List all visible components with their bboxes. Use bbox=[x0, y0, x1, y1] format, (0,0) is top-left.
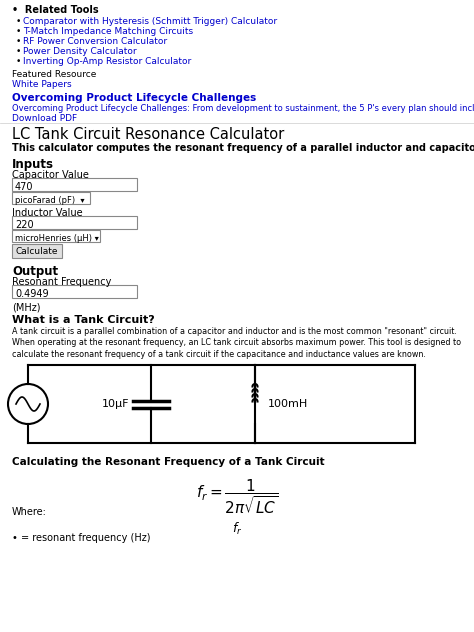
Text: Overcoming Product Lifecycle Challenges: Overcoming Product Lifecycle Challenges bbox=[12, 93, 256, 103]
Text: Capacitor Value: Capacitor Value bbox=[12, 170, 89, 180]
Text: picoFarad (pF)  ▾: picoFarad (pF) ▾ bbox=[15, 196, 85, 205]
Text: Overcoming Product Lifecycle Challenges: From development to sustainment, the 5 : Overcoming Product Lifecycle Challenges:… bbox=[12, 104, 474, 113]
Text: 220: 220 bbox=[15, 220, 34, 230]
Text: Inputs: Inputs bbox=[12, 158, 54, 171]
Text: LC Tank Circuit Resonance Calculator: LC Tank Circuit Resonance Calculator bbox=[12, 127, 284, 142]
FancyBboxPatch shape bbox=[12, 230, 100, 242]
Text: (MHz): (MHz) bbox=[12, 302, 40, 312]
FancyBboxPatch shape bbox=[12, 192, 90, 204]
Text: Output: Output bbox=[12, 265, 58, 278]
Text: •: • bbox=[16, 37, 21, 46]
FancyBboxPatch shape bbox=[12, 244, 62, 258]
Text: What is a Tank Circuit?: What is a Tank Circuit? bbox=[12, 315, 155, 325]
Text: 0.4949: 0.4949 bbox=[15, 289, 49, 299]
Text: •: • bbox=[16, 17, 21, 26]
Text: Inductor Value: Inductor Value bbox=[12, 208, 82, 218]
Text: This calculator computes the resonant frequency of a parallel inductor and capac: This calculator computes the resonant fr… bbox=[12, 143, 474, 153]
Text: Inverting Op-Amp Resistor Calculator: Inverting Op-Amp Resistor Calculator bbox=[23, 57, 191, 66]
Text: White Papers: White Papers bbox=[12, 80, 72, 89]
Text: Resonant Frequency: Resonant Frequency bbox=[12, 277, 111, 287]
FancyBboxPatch shape bbox=[12, 285, 137, 298]
Text: 10µF: 10µF bbox=[101, 399, 129, 409]
FancyBboxPatch shape bbox=[12, 178, 137, 191]
Text: Comparator with Hysteresis (Schmitt Trigger) Calculator: Comparator with Hysteresis (Schmitt Trig… bbox=[23, 17, 277, 26]
Text: $f_r$: $f_r$ bbox=[232, 521, 242, 537]
Text: •: • bbox=[16, 47, 21, 56]
Text: 470: 470 bbox=[15, 182, 34, 192]
Text: Power Density Calculator: Power Density Calculator bbox=[23, 47, 137, 56]
Text: $f_r = \dfrac{1}{2\pi\sqrt{LC}}$: $f_r = \dfrac{1}{2\pi\sqrt{LC}}$ bbox=[196, 477, 278, 516]
Text: microHenries (µH) ▾: microHenries (µH) ▾ bbox=[15, 234, 99, 243]
Text: •  Related Tools: • Related Tools bbox=[12, 5, 99, 15]
Text: A tank circuit is a parallel combination of a capacitor and inductor and is the : A tank circuit is a parallel combination… bbox=[12, 327, 461, 359]
Text: • = resonant frequency (Hz): • = resonant frequency (Hz) bbox=[12, 533, 151, 543]
Text: 100mH: 100mH bbox=[267, 399, 308, 409]
Text: •: • bbox=[16, 27, 21, 36]
Text: Download PDF: Download PDF bbox=[12, 114, 77, 123]
Text: RF Power Conversion Calculator: RF Power Conversion Calculator bbox=[23, 37, 167, 46]
Text: •: • bbox=[16, 57, 21, 66]
FancyBboxPatch shape bbox=[12, 216, 137, 229]
Text: Calculating the Resonant Frequency of a Tank Circuit: Calculating the Resonant Frequency of a … bbox=[12, 457, 325, 467]
Text: T-Match Impedance Matching Circuits: T-Match Impedance Matching Circuits bbox=[23, 27, 193, 36]
Text: Calculate: Calculate bbox=[16, 246, 58, 255]
Text: Featured Resource: Featured Resource bbox=[12, 70, 96, 79]
Text: Where:: Where: bbox=[12, 507, 47, 517]
